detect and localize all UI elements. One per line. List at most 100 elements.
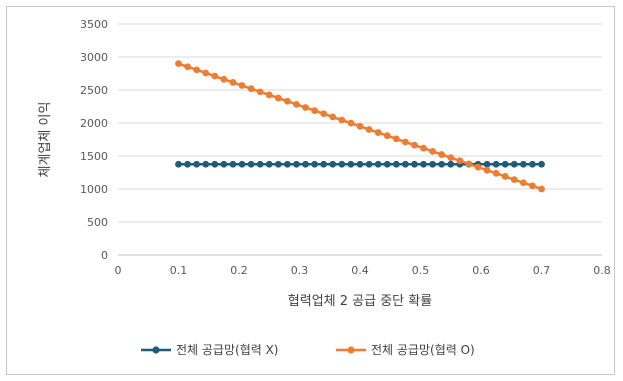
data-point <box>184 160 191 168</box>
data-point <box>474 163 482 171</box>
data-point <box>293 100 300 108</box>
data-point <box>220 160 228 168</box>
data-point <box>274 94 282 102</box>
data-point <box>256 160 264 168</box>
data-point <box>220 75 228 83</box>
y-tick-label: 2500 <box>80 84 108 97</box>
x-tick-label: 0.5 <box>412 264 430 277</box>
data-point <box>193 66 201 74</box>
y-axis-ticks: 0 500 1000 1500 2000 2500 3000 3500 <box>80 18 108 262</box>
data-point <box>456 157 464 165</box>
data-point <box>302 104 309 111</box>
legend-label: 전체 공급망(협력 O) <box>371 343 475 357</box>
data-point <box>401 138 409 146</box>
data-point <box>229 79 237 86</box>
data-point <box>501 173 509 180</box>
data-point <box>492 160 500 168</box>
data-point <box>302 160 309 168</box>
data-point <box>465 160 473 168</box>
data-point <box>538 160 545 168</box>
data-point <box>265 91 273 99</box>
data-point <box>429 160 436 168</box>
data-point <box>184 63 191 71</box>
data-point <box>519 160 527 168</box>
data-point <box>347 160 355 168</box>
data-point <box>529 160 536 168</box>
gridlines <box>118 23 602 256</box>
x-tick-label: 0.3 <box>291 264 309 277</box>
y-tick-label: 3500 <box>80 18 108 31</box>
data-point <box>411 160 418 168</box>
x-axis-title: 협력업체 2 공급 중단 확률 <box>288 294 432 309</box>
x-tick-label: 0 <box>115 264 122 277</box>
data-point <box>329 113 337 121</box>
y-tick-label: 2000 <box>80 117 108 130</box>
data-point <box>202 69 210 77</box>
data-point <box>356 122 364 130</box>
x-tick-label: 0.1 <box>170 264 188 277</box>
data-point <box>383 132 391 140</box>
data-point <box>320 160 328 168</box>
data-point <box>311 107 319 114</box>
data-point <box>293 160 300 168</box>
legend-marker <box>152 346 160 354</box>
data-point <box>538 185 545 193</box>
data-point <box>238 160 246 168</box>
data-point <box>392 135 400 143</box>
data-point <box>383 160 391 168</box>
data-point <box>483 166 491 174</box>
legend: 전체 공급망(협력 X) 전체 공급망(협력 O) <box>141 343 475 357</box>
data-point <box>365 126 373 133</box>
data-point <box>356 160 364 168</box>
data-point <box>202 160 210 168</box>
data-point <box>175 160 182 168</box>
data-point <box>265 160 273 168</box>
legend-item: 전체 공급망(협력 X) <box>141 343 279 357</box>
data-point <box>338 160 346 168</box>
data-point <box>492 169 500 177</box>
data-point <box>211 160 219 168</box>
data-point <box>274 160 282 168</box>
data-point <box>238 82 246 89</box>
data-point <box>374 129 382 136</box>
data-point <box>420 160 427 168</box>
data-point <box>365 160 373 168</box>
legend-item: 전체 공급망(협력 O) <box>336 343 475 357</box>
y-tick-label: 1500 <box>80 150 108 163</box>
data-point <box>347 119 355 127</box>
y-tick-label: 1000 <box>80 183 108 196</box>
data-point <box>193 160 201 168</box>
series-2 <box>175 60 545 193</box>
data-point <box>438 160 446 168</box>
chart-frame: 0 500 1000 1500 2000 2500 3000 3500 0 0.1 0.2 0.3 0… <box>6 6 615 375</box>
data-point <box>338 116 346 124</box>
data-point <box>483 160 491 168</box>
data-point <box>247 85 255 93</box>
data-point <box>284 97 291 105</box>
legend-label: 전체 공급망(협력 X) <box>176 343 279 357</box>
data-point <box>392 160 400 168</box>
data-point <box>510 160 518 168</box>
x-axis-ticks: 0 0.1 0.2 0.3 0.4 0.5 0.6 0.7 0.8 <box>115 264 611 277</box>
data-point <box>438 151 446 158</box>
series-1 <box>175 160 545 168</box>
y-tick-label: 3000 <box>80 51 108 64</box>
data-point <box>501 160 509 168</box>
y-axis-title: 체계업체 이익 <box>38 102 53 178</box>
data-point <box>529 182 536 190</box>
data-point <box>447 154 455 162</box>
data-point <box>320 110 328 118</box>
y-tick-label: 500 <box>87 216 108 229</box>
data-point <box>229 160 237 168</box>
x-tick-label: 0.7 <box>533 264 551 277</box>
data-point <box>401 160 409 168</box>
data-point <box>311 160 319 168</box>
data-point <box>411 141 418 149</box>
series-group <box>175 60 545 193</box>
data-point <box>420 144 427 152</box>
data-point <box>175 60 182 67</box>
x-tick-label: 0.2 <box>230 264 248 277</box>
y-tick-label: 0 <box>101 249 108 262</box>
data-point <box>247 160 255 168</box>
x-tick-label: 0.4 <box>351 264 369 277</box>
